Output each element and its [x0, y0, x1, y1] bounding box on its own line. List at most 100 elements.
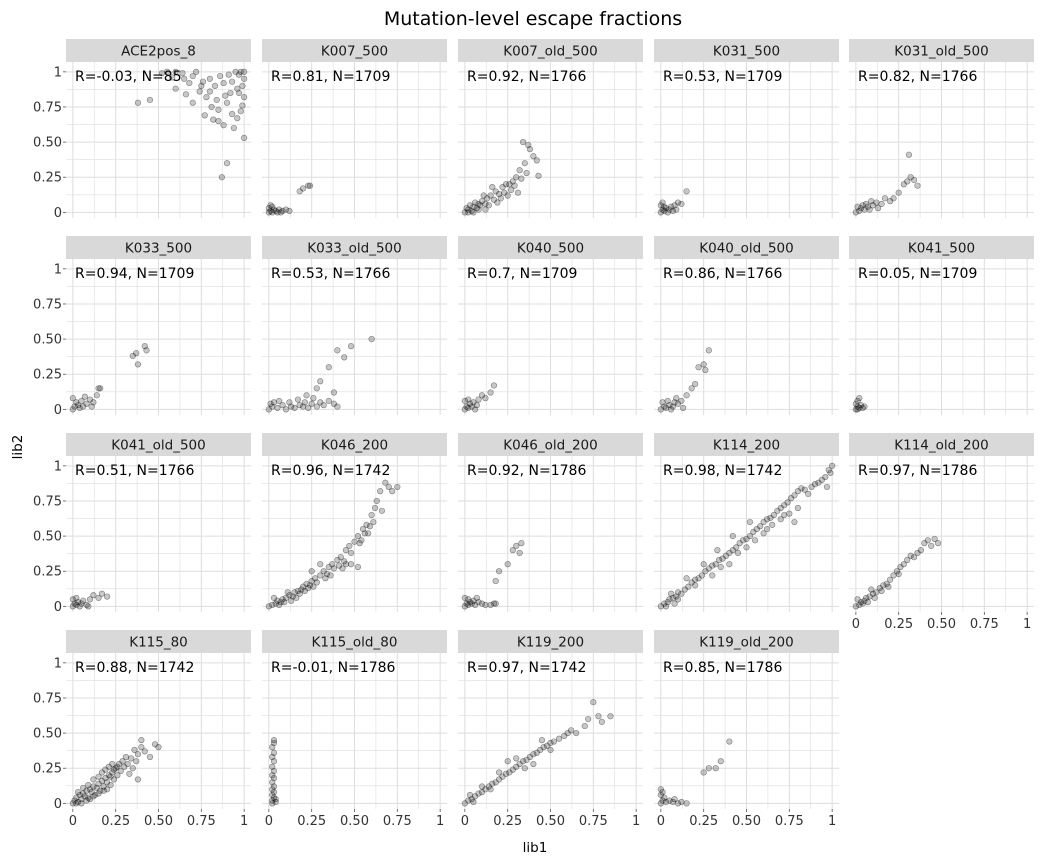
panel-strip: [458, 630, 643, 653]
panel-strip: [654, 236, 839, 259]
data-point: [341, 558, 348, 565]
data-point: [322, 575, 329, 582]
data-point: [700, 769, 707, 776]
data-point: [76, 791, 83, 799]
data-point: [206, 75, 213, 82]
y-tick-label: 1: [54, 459, 62, 474]
y-tick-label: 0.25: [33, 171, 62, 186]
data-point: [709, 562, 716, 569]
data-point: [461, 406, 468, 413]
data-point: [151, 741, 159, 748]
panel-title: K007_old_500: [503, 44, 597, 60]
data-point: [463, 600, 470, 607]
panel-ace2pos-8: ACE2pos_8 R=-0.03, N=85 0 0.25 0.50 0.75 1: [33, 39, 251, 221]
data-point: [669, 594, 676, 602]
data-point: [90, 399, 97, 406]
data-point: [822, 473, 829, 481]
data-point: [712, 765, 719, 772]
panel-title: K041_old_500: [111, 438, 205, 454]
data-point: [854, 596, 861, 603]
data-point: [270, 399, 278, 406]
data-point: [279, 207, 286, 215]
data-point: [685, 583, 692, 590]
data-point: [284, 589, 291, 596]
data-point: [678, 397, 685, 405]
data-point: [657, 406, 664, 413]
data-point: [127, 755, 135, 762]
data-point: [516, 549, 523, 557]
data-point: [109, 760, 116, 768]
data-point: [681, 586, 688, 593]
data-point: [760, 518, 767, 526]
data-point: [734, 549, 742, 557]
data-point: [97, 787, 104, 794]
data-point: [702, 366, 709, 374]
data-point: [688, 579, 695, 586]
data-point: [217, 72, 224, 80]
data-point: [73, 594, 80, 602]
data-point: [743, 544, 750, 551]
data-point: [864, 203, 871, 210]
x-axis-title: lib1: [523, 840, 548, 856]
data-point: [671, 600, 678, 607]
panel-strip: [262, 236, 447, 259]
data-point: [680, 404, 687, 412]
data-point: [928, 542, 935, 550]
data-point: [73, 794, 80, 801]
panel-annotation: R=0.98, N=1742: [663, 463, 782, 479]
y-tick-label: 1: [54, 65, 62, 80]
data-point: [470, 203, 477, 210]
data-point: [241, 75, 248, 82]
data-point: [719, 555, 726, 562]
data-point: [313, 385, 320, 392]
data-point: [669, 403, 676, 410]
data-point: [126, 770, 133, 777]
data-point: [726, 549, 733, 557]
x-tick-label: 0: [461, 814, 469, 829]
data-point: [808, 483, 815, 491]
data-point: [739, 537, 747, 544]
data-point: [306, 582, 314, 589]
data-point: [296, 402, 303, 409]
data-point: [92, 791, 99, 799]
data-point: [907, 174, 914, 181]
data-point: [516, 167, 523, 174]
data-point: [657, 800, 664, 807]
panel-strip: [849, 236, 1034, 259]
data-point: [74, 798, 82, 806]
data-point: [313, 403, 320, 410]
data-point: [124, 760, 131, 768]
data-point: [114, 772, 121, 779]
data-point: [189, 72, 196, 80]
data-point: [470, 399, 477, 406]
panel-k046-200: K046_200 R=0.96, N=1742: [262, 433, 447, 612]
panel-k046-old-200: K046_old_200 R=0.92, N=1786: [458, 433, 643, 612]
data-point: [230, 124, 237, 132]
panel-k114-200: K114_200 R=0.98, N=1742: [654, 433, 839, 612]
x-tick-label: 0.25: [297, 814, 326, 829]
data-point: [282, 206, 290, 213]
panel-strip: [458, 433, 643, 456]
data-point: [222, 92, 229, 99]
data-point: [134, 361, 142, 368]
data-point: [715, 556, 723, 564]
data-point: [463, 403, 470, 410]
data-point: [74, 789, 82, 796]
data-point: [878, 587, 885, 595]
data-point: [478, 789, 486, 796]
data-point: [931, 535, 938, 543]
panel-annotation: R=-0.03, N=85: [75, 69, 182, 85]
x-tick-label: 0.25: [493, 814, 522, 829]
data-point: [317, 572, 324, 579]
data-point: [310, 583, 317, 590]
data-point: [129, 352, 136, 360]
x-tick-label: 0.50: [732, 814, 761, 829]
data-point: [869, 202, 877, 209]
data-point: [492, 577, 499, 585]
panel-annotation: R=0.82, N=1766: [858, 69, 977, 85]
data-point: [801, 486, 808, 493]
data-point: [368, 511, 375, 519]
data-point: [504, 758, 511, 765]
data-point: [294, 587, 302, 595]
